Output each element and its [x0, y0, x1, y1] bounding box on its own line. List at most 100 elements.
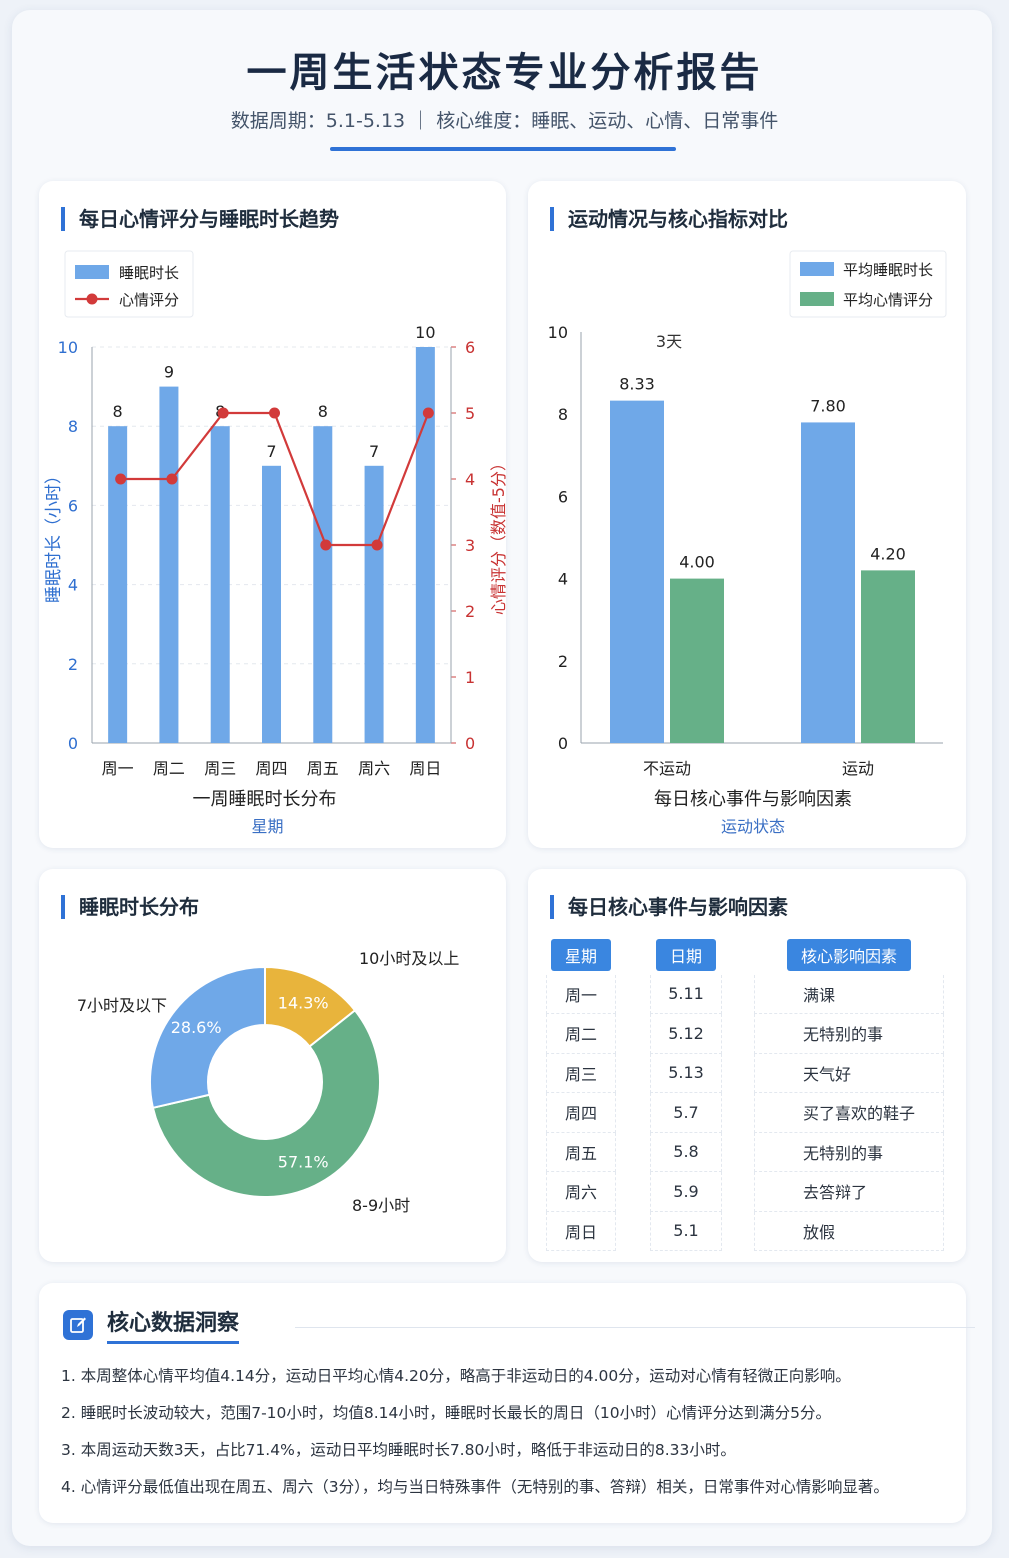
sleep-bar — [108, 426, 128, 743]
y-tick-left: 10 — [58, 338, 78, 357]
avg-sleep-bar — [610, 400, 664, 743]
x-tick-label: 周五 — [307, 759, 339, 778]
slice-percent-label: 57.1% — [278, 1152, 329, 1171]
y-tick-left: 0 — [68, 734, 78, 753]
table-gap — [722, 1172, 754, 1212]
avg-mood-bar — [670, 578, 724, 743]
table-cell-date: 5.7 — [650, 1093, 722, 1133]
table-cell-factor: 无特别的事 — [754, 1132, 944, 1172]
legend-swatch-mood — [800, 292, 834, 306]
table-cell-weekday: 周一 — [546, 974, 616, 1014]
y-tick: 0 — [558, 734, 568, 753]
x-tick-label: 周日 — [409, 759, 441, 778]
table-cell-weekday: 周四 — [546, 1093, 616, 1133]
table-cell-weekday: 周三 — [546, 1053, 616, 1093]
column-header-date: 日期 — [655, 938, 716, 971]
y-tick: 2 — [558, 652, 568, 671]
y-tick-right: 0 — [465, 734, 475, 753]
table-cell-factor: 买了喜欢的鞋子 — [754, 1093, 944, 1133]
sleep-distribution-card: 睡眠时长分布 14.3% 10小时及以上 57.1% 8-9小时 28.6% 7小时及以下 — [39, 869, 506, 1262]
x-tick-label: 不运动 — [643, 759, 691, 778]
slice-category-label: 10小时及以上 — [359, 949, 459, 968]
mood-point — [269, 407, 280, 419]
page-subtitle: 数据周期：5.1-5.13 ｜ 核心维度：睡眠、运动、心情、日常事件 — [230, 110, 779, 132]
sleep-bar-label: 7 — [369, 442, 379, 461]
legend-label-mood: 心情评分 — [119, 291, 179, 309]
insight-item: 4. 心情评分最低值出现在周五、周六（3分），均与当日特殊事件（无特别的事、答辩… — [61, 1478, 889, 1496]
chart-annotation: 3天 — [656, 332, 682, 351]
y-tick: 10 — [548, 323, 568, 342]
chart-caption: 一周睡眠时长分布 — [193, 789, 337, 810]
y-tick-left: 4 — [68, 576, 78, 595]
y-tick-left: 6 — [68, 496, 78, 515]
mood-point — [115, 473, 127, 485]
bar-value-label: 4.00 — [679, 553, 715, 572]
table-cell-weekday: 周二 — [546, 1014, 616, 1054]
sleep-bar-label: 7 — [266, 442, 276, 461]
sleep-bar-label: 8 — [113, 402, 123, 421]
table-row: 周四 5.7 买了喜欢的鞋子 — [546, 1093, 944, 1133]
table-cell-factor: 无特别的事 — [754, 1014, 944, 1054]
sleep-mood-trend-chart: 0246810012345689878710周一周二周三周四周五周六周日一周睡眠… — [44, 250, 506, 836]
table-cell-factor: 去答辩了 — [754, 1172, 944, 1212]
daily-events-card: 每日核心事件与影响因素 星期 日期 核心影响因素 周一 5.11 满课 周二 5.12 无… — [528, 869, 966, 1262]
daily-events-title: 每日核心事件与影响因素 — [550, 895, 788, 919]
x-tick-label: 周二 — [153, 759, 185, 778]
mood-point — [320, 539, 332, 551]
mood-point — [217, 407, 229, 419]
y-tick: 8 — [558, 405, 568, 424]
table-cell-date: 5.8 — [650, 1132, 722, 1172]
table-cell-date: 5.12 — [650, 1014, 722, 1054]
slice-percent-label: 14.3% — [278, 994, 329, 1013]
exercise-comparison-title: 运动情况与核心指标对比 — [550, 207, 788, 231]
x-tick-label: 运动 — [842, 759, 874, 778]
y-axis-label-left: 睡眠时长（小时） — [44, 467, 64, 603]
x-tick-label: 周三 — [204, 759, 236, 778]
sleep-bar — [415, 347, 435, 743]
slice-category-label: 7小时及以下 — [77, 996, 167, 1015]
y-tick-right: 2 — [465, 602, 475, 621]
table-cell-factor: 天气好 — [754, 1053, 944, 1093]
x-tick-label: 周四 — [255, 759, 287, 778]
sleep-bar-label: 10 — [415, 323, 435, 342]
y-tick-right: 3 — [465, 536, 475, 555]
column-header-factor: 核心影响因素 — [786, 938, 911, 971]
page-title: 一周生活状态专业分析报告 — [246, 50, 763, 96]
table-cell-weekday: 周五 — [546, 1132, 616, 1172]
table-cell-date: 5.11 — [650, 974, 722, 1014]
table-row: 周三 5.13 天气好 — [546, 1053, 944, 1093]
sleep-distribution-donut: 14.3% 10小时及以上 57.1% 8-9小时 28.6%7小时及以下 — [77, 949, 460, 1215]
bar-value-label: 8.33 — [619, 375, 655, 394]
table-cell-factor: 放假 — [754, 1211, 944, 1251]
y-tick-right: 1 — [465, 668, 475, 687]
table-row: 周五 5.8 无特别的事 — [546, 1132, 944, 1173]
sleep-bar — [313, 426, 333, 743]
legend-swatch-sleep — [75, 265, 109, 279]
table-gap — [616, 975, 650, 1015]
sleep-bar-label: 8 — [318, 402, 328, 421]
column-header-weekday: 星期 — [550, 938, 611, 971]
avg-mood-bar — [861, 570, 915, 743]
sleep-bar-label: 9 — [164, 363, 174, 382]
insights-divider — [295, 1327, 975, 1328]
insights-title: 核心数据洞察 — [107, 1305, 240, 1344]
daily-events-table: 星期 日期 核心影响因素 周一 5.11 满课 周二 5.12 无特别的事 周三 5.13 天气… — [546, 935, 944, 1251]
table-gap — [616, 1133, 650, 1173]
bar-value-label: 4.20 — [870, 544, 906, 563]
table-header-row: 星期 日期 核心影响因素 — [546, 935, 944, 975]
insights-card: 核心数据洞察 1. 本周整体心情平均值4.14分，运动日平均心情4.20分，略高… — [39, 1283, 975, 1523]
legend-label-sleep: 睡眠时长 — [119, 264, 179, 282]
y-tick-right: 4 — [465, 470, 475, 489]
table-cell-date: 5.1 — [650, 1211, 722, 1251]
exercise-comparison-card: 运动情况与核心指标对比 0 2 4 6 8 10 8.33 4.00 不运动 7.80 4.20 运动… — [528, 181, 966, 848]
x-axis-label: 星期 — [251, 817, 283, 836]
insight-item: 3. 本周运动天数3天，占比71.4%，运动日平均睡眠时长7.80小时，略低于非… — [61, 1441, 736, 1459]
sleep-mood-trend-card: 每日心情评分与睡眠时长趋势 0246810012345689878710周一周二… — [39, 181, 506, 848]
sleep-bar — [210, 426, 230, 743]
sleep-bar — [364, 465, 384, 743]
sleep-mood-trend-title: 每日心情评分与睡眠时长趋势 — [61, 207, 339, 231]
sleep-bar — [159, 386, 179, 743]
table-row: 周六 5.9 去答辩了 — [546, 1172, 944, 1212]
table-row: 周二 5.12 无特别的事 — [546, 1014, 944, 1054]
table-row: 周日 5.1 放假 — [546, 1211, 944, 1251]
